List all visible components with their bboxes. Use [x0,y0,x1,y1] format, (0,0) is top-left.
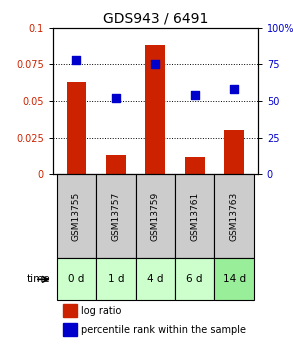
FancyBboxPatch shape [96,175,136,258]
Point [113,95,118,101]
Bar [224,130,244,175]
Bar [63,323,77,336]
Bar [63,304,77,317]
FancyBboxPatch shape [57,258,96,300]
Text: GSM13759: GSM13759 [151,192,160,241]
Bar [67,82,86,175]
Point [193,92,197,98]
Text: GSM13763: GSM13763 [230,192,239,241]
FancyBboxPatch shape [214,175,254,258]
Text: 4 d: 4 d [147,274,163,284]
Bar [145,45,165,175]
FancyBboxPatch shape [214,258,254,300]
FancyBboxPatch shape [136,175,175,258]
Text: 0 d: 0 d [68,274,85,284]
Text: GSM13757: GSM13757 [111,192,120,241]
Text: GSM13761: GSM13761 [190,192,199,241]
Text: GSM13755: GSM13755 [72,192,81,241]
Point [232,87,236,92]
FancyBboxPatch shape [175,258,214,300]
FancyBboxPatch shape [96,258,136,300]
Text: time: time [27,274,51,284]
Point [74,57,79,63]
Text: percentile rank within the sample: percentile rank within the sample [81,325,246,335]
FancyBboxPatch shape [57,175,96,258]
Text: log ratio: log ratio [81,306,122,316]
Bar [106,155,126,175]
Title: GDS943 / 6491: GDS943 / 6491 [103,11,208,25]
FancyBboxPatch shape [136,258,175,300]
Point [153,61,158,67]
Text: 14 d: 14 d [223,274,246,284]
Bar [185,157,205,175]
Text: 6 d: 6 d [186,274,203,284]
FancyBboxPatch shape [175,175,214,258]
Text: 1 d: 1 d [108,274,124,284]
